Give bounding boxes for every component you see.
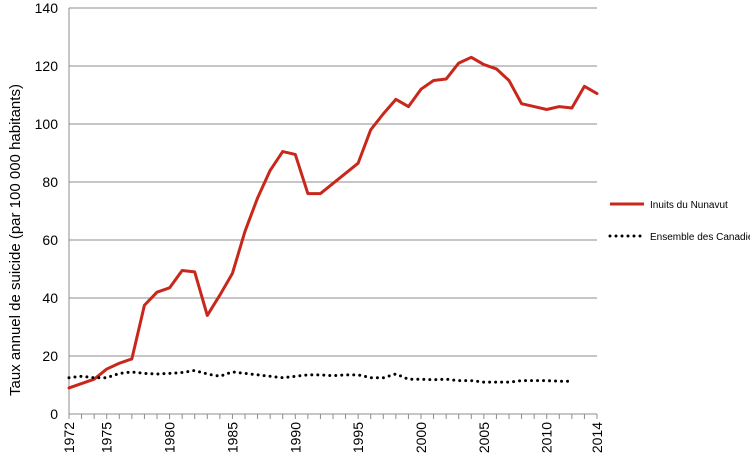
axes: 0 20 40 60 80 100 120 140 1972 1975 1980 1985 1990 19…	[35, 0, 605, 453]
x-tick-label: 1972	[61, 422, 77, 453]
legend-label: Ensemble des Canadiens	[650, 232, 750, 243]
y-tick-label: 60	[42, 232, 58, 248]
legend: Inuits du Nunavut Ensemble des Canadiens	[608, 200, 750, 243]
gridlines	[69, 7, 597, 415]
x-tick-label: 1980	[162, 422, 178, 453]
y-tick-label: 80	[42, 174, 58, 190]
y-tick-label: 0	[50, 406, 58, 422]
y-tick-label: 100	[35, 116, 59, 132]
series-lines	[67, 55, 599, 390]
x-tick-label: 1985	[224, 422, 240, 453]
y-axis-label: Taux annuel de suicide (par 100 000 habi…	[7, 84, 24, 396]
x-tick-label: 2014	[589, 422, 605, 453]
x-tick-label: 1995	[350, 422, 366, 453]
x-tick-label: 1990	[287, 422, 303, 453]
series-line-2	[67, 369, 574, 384]
y-tick-label: 40	[42, 290, 58, 306]
x-tick-label: 2010	[539, 422, 555, 453]
series-line-1	[67, 55, 599, 390]
y-tick-label: 120	[35, 58, 59, 74]
x-tick-label: 1975	[99, 422, 115, 453]
y-tick-label: 20	[42, 348, 58, 364]
y-tick-label: 140	[35, 0, 59, 16]
legend-label: Inuits du Nunavut	[650, 200, 728, 211]
x-tick-label: 2000	[413, 422, 429, 453]
x-tick-label: 2005	[476, 422, 492, 453]
